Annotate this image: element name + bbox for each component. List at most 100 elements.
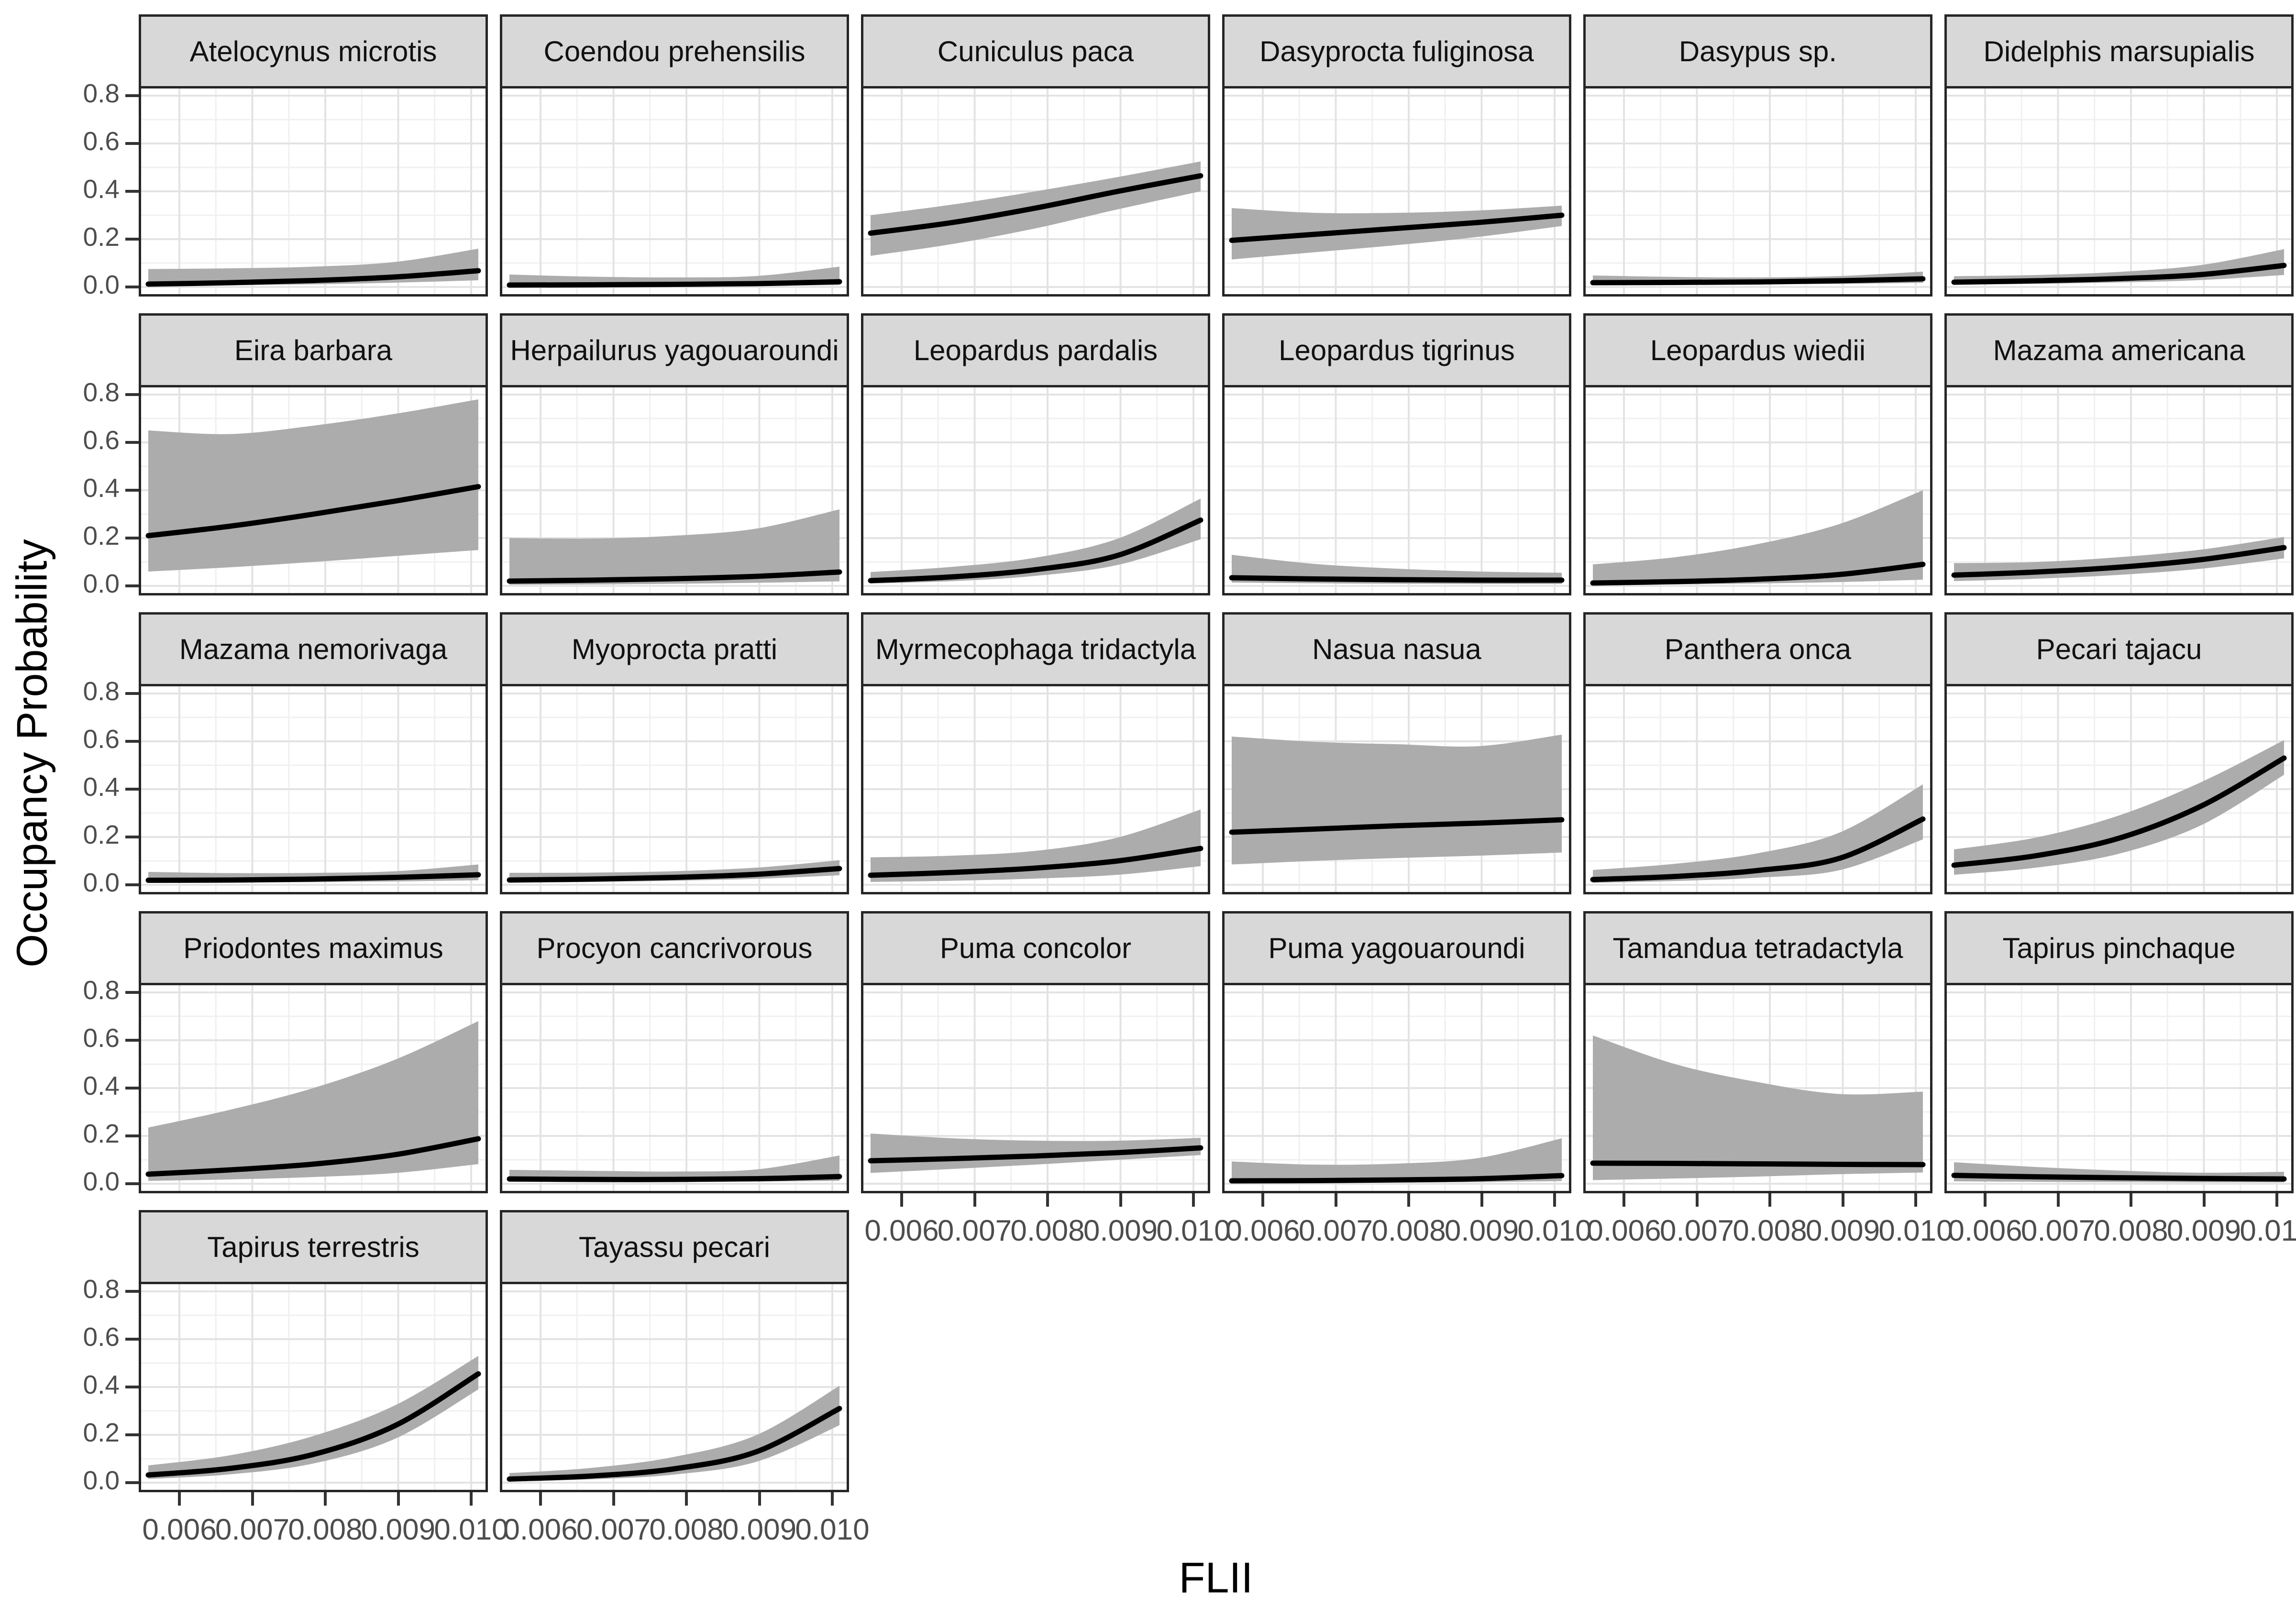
facet-panel bbox=[861, 385, 1210, 595]
y-tick-mark bbox=[125, 393, 139, 396]
facet-strip: Myoprocta pratti bbox=[500, 612, 849, 686]
y-tick-mark bbox=[125, 286, 139, 288]
mean-line bbox=[507, 1174, 842, 1182]
mean-line bbox=[1951, 1173, 2287, 1182]
x-tick-label: 0.008 bbox=[1733, 1214, 1807, 1247]
y-tick-mark bbox=[125, 836, 139, 838]
facet-strip: Mazama nemorivaga bbox=[139, 612, 488, 686]
x-tick-mark bbox=[1623, 1193, 1625, 1207]
x-tick-mark bbox=[831, 1492, 834, 1506]
ribbon-area bbox=[509, 509, 839, 585]
panel-plot bbox=[1947, 985, 2291, 1191]
y-tick-mark bbox=[125, 1087, 139, 1090]
x-tick-label: 0.007 bbox=[1298, 1214, 1373, 1247]
x-tick-mark bbox=[324, 1492, 327, 1506]
facet-strip: Procyon cancrivorous bbox=[500, 911, 849, 985]
x-tick-label: 0.008 bbox=[1010, 1214, 1085, 1247]
facet-panel bbox=[1222, 86, 1571, 297]
x-tick-mark bbox=[2275, 1193, 2278, 1207]
facet-panel bbox=[139, 684, 488, 894]
mean-line bbox=[145, 1136, 481, 1177]
panel-plot bbox=[1586, 686, 1930, 892]
y-tick-label: 0.4 bbox=[83, 772, 120, 802]
mean-line bbox=[1590, 276, 1926, 286]
ribbon-area bbox=[1593, 490, 1923, 585]
ribbon-area bbox=[871, 809, 1201, 882]
y-tick-mark bbox=[125, 190, 139, 193]
facet-panel bbox=[139, 86, 488, 297]
facet-panel bbox=[1944, 684, 2294, 894]
panel-plot bbox=[502, 686, 847, 892]
ribbon-area bbox=[1593, 1035, 1923, 1180]
ribbon-area bbox=[148, 1021, 478, 1181]
facet-panel bbox=[1583, 385, 1932, 595]
mean-line bbox=[145, 484, 481, 539]
panel-plot bbox=[1586, 985, 1930, 1191]
y-tick-mark bbox=[125, 1039, 139, 1042]
facet-strip: Dasyprocta fuliginosa bbox=[1222, 14, 1571, 88]
mean-line bbox=[1590, 1160, 1926, 1167]
x-tick-mark bbox=[2202, 1193, 2206, 1207]
panel-plot bbox=[863, 387, 1208, 593]
y-tick-label: 0.6 bbox=[83, 1322, 120, 1352]
y-tick-label: 0.0 bbox=[83, 1465, 120, 1495]
panel-plot bbox=[1947, 387, 2291, 593]
y-tick-label: 0.6 bbox=[83, 724, 120, 754]
y-tick-label: 0.8 bbox=[83, 377, 120, 407]
mean-line bbox=[1951, 263, 2287, 285]
mean-line bbox=[507, 279, 842, 288]
facet-strip: Nasua nasua bbox=[1222, 612, 1571, 686]
facet-strip: Atelocynus microtis bbox=[139, 14, 488, 88]
x-tick-label: 0.008 bbox=[649, 1513, 724, 1546]
x-tick-mark bbox=[178, 1492, 181, 1506]
panel-plot bbox=[502, 387, 847, 593]
x-tick-mark bbox=[1334, 1193, 1337, 1207]
panel-plot bbox=[1586, 387, 1930, 593]
panel-plot bbox=[141, 985, 486, 1191]
y-tick-mark bbox=[125, 94, 139, 97]
facet-strip: Leopardus wiedii bbox=[1583, 313, 1932, 387]
x-tick-mark bbox=[2130, 1193, 2132, 1207]
ribbon-area bbox=[1954, 740, 2284, 875]
facet-strip-label: Procyon cancrivorous bbox=[536, 932, 813, 964]
facet-strip-label: Didelphis marsupialis bbox=[1983, 35, 2255, 67]
x-tick-label: 0.008 bbox=[1371, 1214, 1446, 1247]
facet-strip: Myrmecophaga tridactyla bbox=[861, 612, 1210, 686]
panel-plot bbox=[1225, 686, 1569, 892]
ribbon-area bbox=[509, 1386, 839, 1481]
facet-strip-label: Tayassu pecari bbox=[578, 1231, 771, 1263]
ribbon-area bbox=[148, 399, 478, 572]
x-tick-label: 0.007 bbox=[2020, 1214, 2096, 1247]
panel-plot bbox=[141, 387, 486, 593]
mean-line bbox=[1590, 816, 1926, 882]
y-tick-label: 0.6 bbox=[83, 126, 120, 156]
facet-strip-label: Myoprocta pratti bbox=[571, 633, 778, 665]
mean-line bbox=[868, 517, 1203, 583]
y-tick-label: 0.0 bbox=[83, 1167, 120, 1196]
x-tick-mark bbox=[685, 1492, 688, 1506]
x-tick-mark bbox=[1768, 1193, 1771, 1207]
x-tick-label: 0.006 bbox=[142, 1513, 217, 1546]
y-tick-mark bbox=[125, 1481, 139, 1484]
x-tick-label: 0.009 bbox=[722, 1513, 797, 1546]
facet-strip: Pecari tajacu bbox=[1944, 612, 2294, 686]
x-tick-mark bbox=[2056, 1193, 2060, 1207]
y-tick-label: 0.4 bbox=[83, 1370, 120, 1399]
y-tick-mark bbox=[125, 1182, 139, 1185]
x-tick-mark bbox=[1407, 1193, 1410, 1207]
y-tick-label: 0.2 bbox=[83, 1418, 120, 1447]
ribbon-area bbox=[1232, 735, 1562, 865]
x-tick-mark bbox=[1841, 1193, 1844, 1207]
facet-strip-label: Atelocynus microtis bbox=[189, 35, 437, 67]
panel-plot bbox=[863, 985, 1208, 1191]
facet-panel bbox=[1583, 684, 1932, 894]
facet-panel bbox=[500, 86, 849, 297]
facet-strip: Tayassu pecari bbox=[500, 1210, 849, 1284]
facet-strip: Dasypus sp. bbox=[1583, 14, 1932, 88]
facet-panel bbox=[500, 684, 849, 894]
y-tick-mark bbox=[125, 441, 139, 444]
x-tick-label: 0.009 bbox=[1444, 1214, 1519, 1247]
y-tick-mark bbox=[125, 1290, 139, 1293]
y-tick-label: 0.4 bbox=[83, 473, 120, 503]
facet-panel bbox=[861, 684, 1210, 894]
